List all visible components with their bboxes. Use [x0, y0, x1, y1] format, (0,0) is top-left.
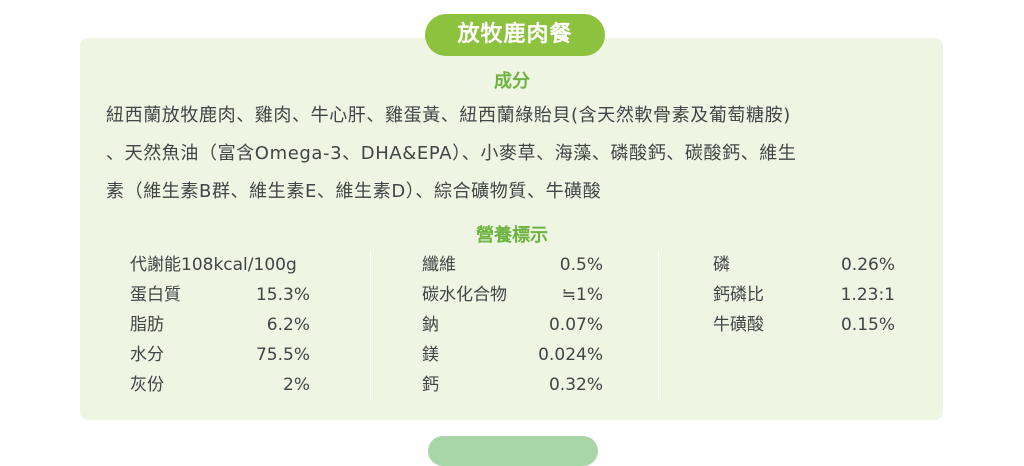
nutrient-label: 鎂 [422, 345, 439, 365]
page: 放牧鹿肉餐 成分 營養標示 (() => { const data = JSON… [80, 14, 943, 466]
ingredient-line: 紐西蘭放牧鹿肉、雞肉、牛心肝、雞蛋黃、紐西蘭綠貽貝(含天然軟骨素及葡萄糖胺) [106, 105, 791, 126]
next-pill [428, 436, 598, 466]
nutrient-value: 15.3% [255, 285, 310, 305]
nutrient-value: 2% [283, 375, 310, 395]
nutrient-label: 脂肪 [130, 315, 164, 335]
nutrient-value: 6.2% [266, 315, 310, 335]
nutrient-value: 0.024% [538, 345, 603, 365]
nutrient-label: 蛋白質 [130, 285, 181, 305]
nutrient-label: 代謝能108kcal/100g [130, 255, 297, 275]
nutrient-value: 0.15% [840, 315, 895, 335]
nutrient-label: 鈣 [422, 375, 439, 395]
nutrient-value: 0.5% [559, 255, 603, 275]
nutrient-label: 牛磺酸 [713, 315, 764, 335]
ingredient-line: 素（維生素B群、維生素E、維生素D）、綜合礦物質、牛磺酸 [106, 181, 602, 202]
nutrient-value: ≒1% [561, 285, 603, 305]
nutrient-value: 0.26% [840, 255, 895, 275]
divider [370, 250, 371, 400]
nutrient-label: 磷 [713, 255, 730, 275]
nutrition-heading: 營養標示 [476, 225, 548, 246]
divider [658, 250, 659, 400]
nutrient-label: 纖維 [422, 255, 456, 275]
card [80, 38, 943, 420]
ingredients-heading: 成分 [494, 71, 530, 92]
nutrient-label: 鈣磷比 [713, 285, 764, 305]
nutrient-label: 碳水化合物 [422, 285, 507, 305]
nutrient-label: 水分 [130, 345, 164, 365]
nutrient-label: 灰份 [130, 375, 164, 395]
nutrient-value: 75.5% [255, 345, 310, 365]
nutrient-label: 鈉 [422, 315, 439, 335]
title-pill: 放牧鹿肉餐 [425, 14, 605, 56]
nutrient-value: 0.07% [548, 315, 603, 335]
nutrient-value: 0.32% [548, 375, 603, 395]
nutrient-value: 1.23:1 [840, 285, 895, 305]
ingredient-line: 、天然魚油（富含Omega-3、DHA&EPA）、小麥草、海藻、磷酸鈣、碳酸鈣、… [106, 143, 797, 164]
